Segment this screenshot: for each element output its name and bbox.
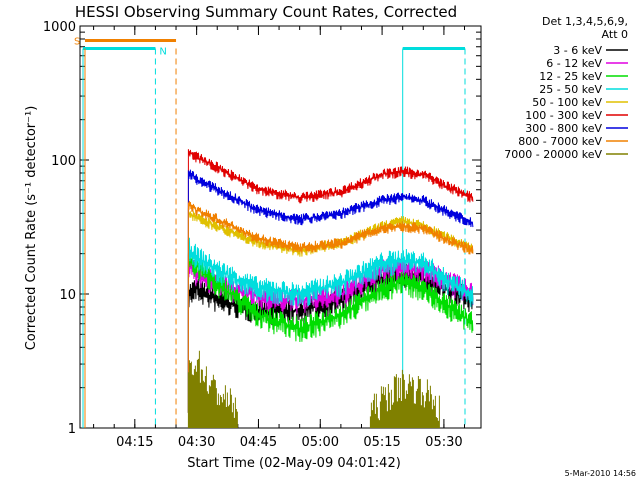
saa-flag-label: S — [74, 36, 80, 47]
chart-title: HESSI Observing Summary Count Rates, Cor… — [75, 3, 457, 21]
legend-label: 800 - 7000 keV — [518, 135, 602, 148]
x-tick-label: 05:30 — [425, 435, 462, 450]
y-tick-label: 100 — [51, 154, 76, 169]
x-tick-label: 04:15 — [116, 435, 153, 450]
legend-header-line-2: Att 0 — [602, 28, 628, 41]
x-tick-label: 05:15 — [363, 435, 400, 450]
legend-label: 25 - 50 keV — [539, 83, 602, 96]
legend-label: 50 - 100 keV — [532, 96, 602, 109]
legend-label: 7000 - 20000 keV — [504, 148, 602, 161]
plot-frame — [79, 25, 482, 429]
series-line — [187, 350, 440, 428]
plot-area: 1 10 100 1000 04:15 04:30 04:45 05:00 05:15 05:30… — [43, 20, 482, 450]
x-axis-label: Start Time (02-May-09 04:01:42) — [187, 456, 401, 471]
night-flag-label: N — [159, 46, 166, 57]
legend-label: 100 - 300 keV — [525, 109, 602, 122]
y-axis-label: Corrected Count Rate (s⁻¹ detector⁻¹) — [24, 106, 39, 351]
legend-label: 300 - 800 keV — [525, 122, 602, 135]
series-line — [187, 149, 474, 413]
footer-timestamp: 5-Mar-2010 14:56 — [565, 469, 636, 478]
series-line — [187, 169, 474, 413]
series-line — [187, 200, 474, 413]
x-tick-label: 04:45 — [240, 435, 277, 450]
series-line — [187, 237, 474, 413]
legend-label: 6 - 12 keV — [546, 57, 602, 70]
y-tick-label: 1000 — [43, 20, 76, 35]
legend-label: 3 - 6 keV — [553, 44, 602, 57]
x-tick-label: 04:30 — [178, 435, 215, 450]
y-tick-label: 10 — [59, 288, 76, 303]
series-line — [187, 252, 474, 413]
legend-header-line-1: Det 1,3,4,5,6,9, — [542, 15, 628, 28]
y-tick-label: 1 — [68, 422, 76, 437]
x-tick-label: 05:00 — [302, 435, 339, 450]
legend-label: 12 - 25 keV — [539, 70, 602, 83]
